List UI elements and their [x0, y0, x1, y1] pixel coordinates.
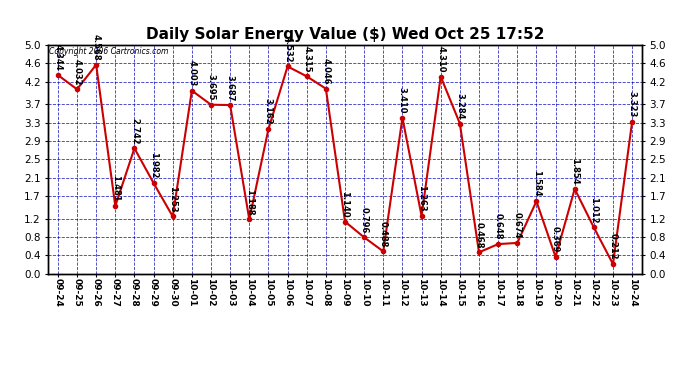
Text: 1.012: 1.012 [589, 196, 598, 223]
Text: 1.263: 1.263 [417, 185, 426, 212]
Text: 1.188: 1.188 [245, 189, 254, 215]
Text: Copyright 2006 Cartronics.com: Copyright 2006 Cartronics.com [50, 47, 169, 56]
Text: 3.323: 3.323 [628, 91, 637, 117]
Text: 4.315: 4.315 [302, 45, 311, 72]
Text: 1.140: 1.140 [340, 191, 350, 217]
Text: 4.532: 4.532 [283, 36, 292, 62]
Text: 4.568: 4.568 [92, 34, 101, 61]
Text: 0.369: 0.369 [551, 226, 560, 253]
Text: 2.742: 2.742 [130, 117, 139, 144]
Text: 0.674: 0.674 [513, 212, 522, 239]
Text: 4.310: 4.310 [436, 46, 445, 72]
Text: 3.687: 3.687 [226, 75, 235, 101]
Text: 4.003: 4.003 [188, 60, 197, 87]
Text: 4.046: 4.046 [322, 58, 331, 84]
Title: Daily Solar Energy Value ($) Wed Oct 25 17:52: Daily Solar Energy Value ($) Wed Oct 25 … [146, 27, 544, 42]
Text: 4.032: 4.032 [72, 58, 81, 85]
Text: 1.481: 1.481 [111, 175, 120, 202]
Text: 0.212: 0.212 [609, 233, 618, 260]
Text: 0.468: 0.468 [475, 222, 484, 248]
Text: 3.695: 3.695 [206, 74, 215, 100]
Text: 1.584: 1.584 [532, 171, 541, 197]
Text: 1.854: 1.854 [570, 158, 579, 185]
Text: 1.253: 1.253 [168, 186, 177, 212]
Text: 3.410: 3.410 [398, 87, 407, 114]
Text: 0.648: 0.648 [493, 213, 502, 240]
Text: 3.162: 3.162 [264, 98, 273, 125]
Text: 1.982: 1.982 [149, 152, 158, 179]
Text: 4.344: 4.344 [53, 44, 62, 71]
Text: 0.488: 0.488 [379, 221, 388, 247]
Text: 0.796: 0.796 [359, 207, 368, 233]
Text: 3.284: 3.284 [455, 93, 464, 119]
